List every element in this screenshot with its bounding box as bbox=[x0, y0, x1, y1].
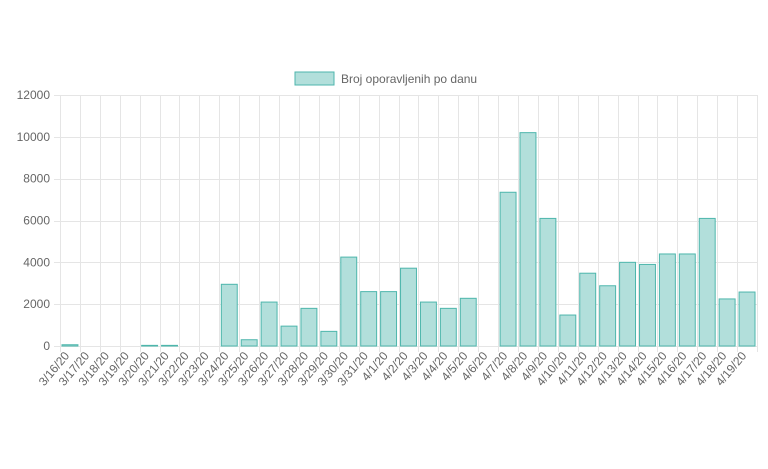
bars bbox=[61, 132, 756, 347]
bar[interactable] bbox=[141, 344, 159, 347]
bar[interactable] bbox=[240, 339, 258, 347]
bar[interactable] bbox=[280, 325, 298, 347]
bar[interactable] bbox=[360, 291, 378, 347]
y-tick-label: 12000 bbox=[17, 88, 51, 102]
bar[interactable] bbox=[579, 272, 597, 347]
bar[interactable] bbox=[419, 301, 437, 347]
bar[interactable] bbox=[320, 330, 338, 347]
bar[interactable] bbox=[61, 344, 79, 347]
legend[interactable]: Broj oporavljenih po danu bbox=[294, 71, 477, 86]
bar[interactable] bbox=[519, 132, 537, 347]
bar[interactable] bbox=[400, 267, 417, 347]
bar[interactable] bbox=[658, 253, 676, 347]
legend-swatch[interactable] bbox=[294, 71, 335, 86]
y-tick-label: 0 bbox=[43, 339, 50, 353]
y-tick-label: 4000 bbox=[23, 255, 50, 269]
bar[interactable] bbox=[220, 283, 238, 347]
bar[interactable] bbox=[718, 298, 736, 347]
bar[interactable] bbox=[539, 217, 557, 347]
y-tick-label: 8000 bbox=[23, 172, 50, 186]
bar[interactable] bbox=[380, 291, 398, 347]
bar[interactable] bbox=[260, 301, 278, 347]
y-tick-label: 10000 bbox=[17, 130, 51, 144]
bar[interactable] bbox=[340, 256, 358, 347]
bar[interactable] bbox=[619, 261, 637, 347]
grid-lines bbox=[54, 95, 758, 352]
bar[interactable] bbox=[439, 307, 457, 347]
bar[interactable] bbox=[161, 344, 178, 347]
bar[interactable] bbox=[639, 263, 656, 347]
bar[interactable] bbox=[678, 253, 696, 347]
bar[interactable] bbox=[698, 217, 716, 347]
bar[interactable] bbox=[499, 191, 517, 347]
x-axis-tick-labels: 3/16/203/17/203/18/203/19/203/20/203/21/… bbox=[36, 349, 750, 389]
bar[interactable] bbox=[599, 285, 617, 347]
bar[interactable] bbox=[300, 307, 318, 347]
bar[interactable] bbox=[738, 291, 756, 347]
bar[interactable] bbox=[559, 314, 577, 347]
y-axis-tick-labels: 0 2000 4000 6000 8000 10000 12000 bbox=[17, 88, 51, 353]
y-tick-label: 2000 bbox=[23, 297, 50, 311]
legend-label[interactable]: Broj oporavljenih po danu bbox=[341, 72, 477, 86]
bar[interactable] bbox=[459, 297, 477, 347]
y-tick-label: 6000 bbox=[23, 214, 50, 228]
